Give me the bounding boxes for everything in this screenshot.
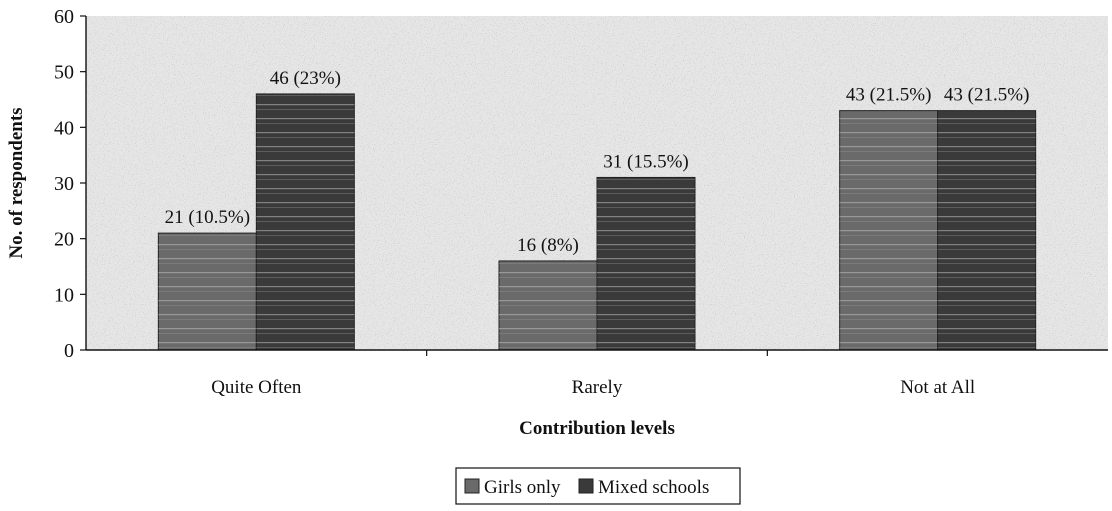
data-label: 16 (8%) <box>517 235 579 256</box>
data-label: 46 (23%) <box>270 68 341 89</box>
y-axis-title: No. of respondents <box>6 107 27 258</box>
legend-label: Girls only <box>484 477 561 498</box>
bar-texture <box>597 177 695 350</box>
bar-texture <box>256 94 354 350</box>
bar-texture <box>938 111 1036 350</box>
legend-swatch <box>579 479 593 493</box>
legend-swatch <box>465 479 479 493</box>
data-label: 43 (21.5%) <box>944 85 1029 106</box>
y-tick-label: 50 <box>54 62 74 84</box>
y-tick-label: 0 <box>64 340 74 362</box>
y-tick-label: 40 <box>54 117 74 139</box>
legend: Girls only Mixed schools <box>456 468 740 504</box>
bar-texture <box>499 261 597 350</box>
y-tick-label: 60 <box>54 6 74 28</box>
bar-texture <box>158 233 256 350</box>
x-tick-label: Rarely <box>572 377 623 398</box>
bar-texture <box>840 111 938 350</box>
data-label: 31 (15.5%) <box>603 151 688 172</box>
legend-label: Mixed schools <box>598 477 709 498</box>
x-tick-label: Not at All <box>900 377 975 398</box>
y-tick-label: 30 <box>54 173 74 195</box>
x-axis-title: Contribution levels <box>519 418 675 439</box>
data-label: 21 (10.5%) <box>165 207 250 228</box>
y-tick-label: 10 <box>54 284 74 306</box>
y-tick-label: 20 <box>54 229 74 251</box>
x-tick-label: Quite Often <box>211 377 302 398</box>
data-label: 43 (21.5%) <box>846 85 931 106</box>
